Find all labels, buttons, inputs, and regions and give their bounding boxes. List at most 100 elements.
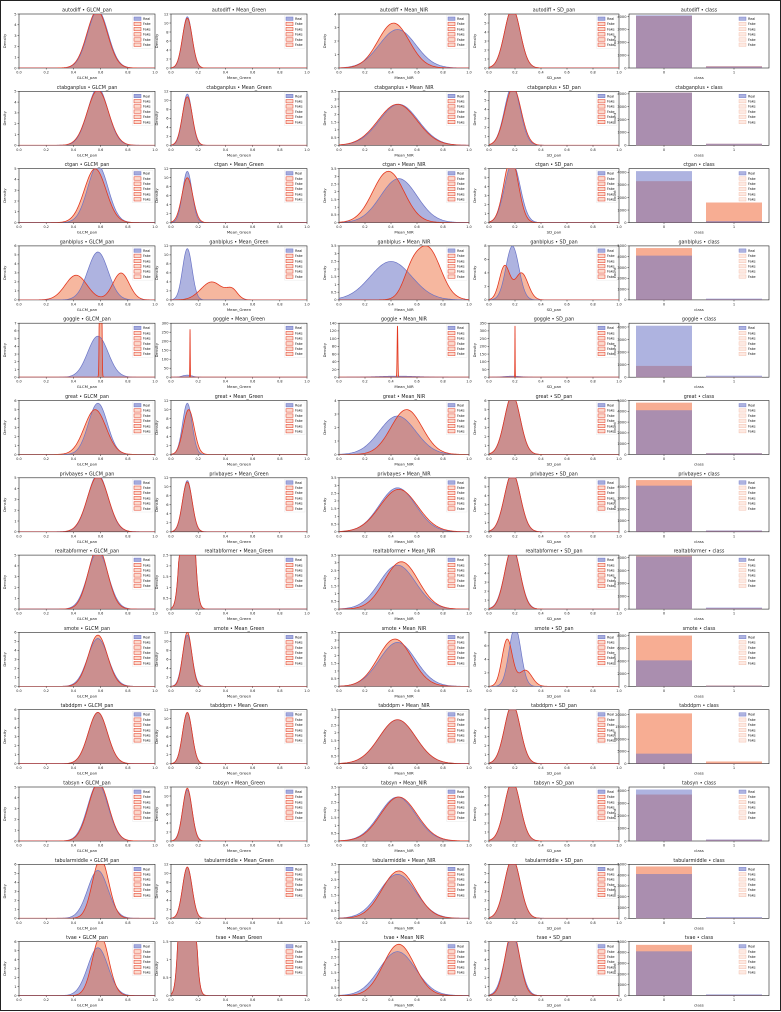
legend-swatch — [598, 259, 605, 262]
legend-label: Fake — [295, 718, 303, 722]
legend-label: Real — [607, 172, 614, 176]
x-tick-label: 0.2 — [195, 457, 200, 461]
legend-label: Real — [748, 790, 755, 794]
x-tick-label: 0.0 — [336, 302, 341, 306]
legend-swatch — [598, 950, 605, 953]
y-tick-label: 4000 — [617, 556, 627, 560]
y-tick-label: 6 — [166, 194, 169, 198]
subplot-privbayes-Mean_NIR: privbayes • Mean_NIRDensity00.511.522.53… — [322, 471, 472, 544]
y-tick-label: 5000 — [617, 399, 627, 403]
x-tick-label: 0.0 — [486, 225, 491, 229]
legend-swatch — [286, 404, 293, 407]
legend-swatch — [448, 569, 455, 572]
legend-label: Fake — [748, 414, 756, 418]
x-tick-label: 1 — [733, 844, 735, 848]
y-tick-label: 2.5 — [331, 955, 337, 959]
y-tick-label: 1000 — [617, 595, 627, 599]
legend-swatch — [739, 404, 746, 407]
y-axis-label: Density — [322, 806, 327, 821]
legend-swatch — [286, 424, 293, 427]
legend-label: Fake — [748, 430, 756, 434]
legend-label: Fake — [457, 960, 465, 964]
legend-swatch — [286, 100, 293, 103]
legend-swatch — [739, 728, 746, 731]
y-tick-label: 0.5 — [331, 832, 337, 836]
y-tick-label: 3 — [484, 194, 486, 198]
y-axis-label: count — [612, 422, 617, 433]
x-tick-label: 1.0 — [616, 998, 621, 1002]
legend-swatch — [598, 883, 605, 886]
y-tick-label: 6 — [166, 117, 169, 121]
x-axis-label: SD_pan — [547, 1003, 562, 1008]
legend-swatch — [134, 326, 141, 329]
x-tick-label: 1.0 — [304, 921, 309, 925]
legend-label: Fake — [457, 491, 465, 495]
y-tick-label: 2000 — [617, 582, 627, 586]
subplot-title: ganblplus • class — [678, 239, 720, 245]
y-tick-label: 2.5 — [331, 260, 337, 264]
bar-real-class-1 — [706, 221, 762, 223]
legend-label: Fake — [607, 491, 615, 495]
y-tick-label: 1 — [484, 908, 486, 912]
x-tick-label: 0.2 — [362, 302, 367, 306]
x-tick-label: 0.8 — [590, 534, 595, 538]
x-tick-label: 0.2 — [512, 71, 517, 75]
x-tick-label: 0.8 — [590, 71, 595, 75]
legend-label: Fake — [143, 971, 151, 975]
legend-swatch — [448, 265, 455, 268]
x-tick-label: 0.0 — [336, 534, 341, 538]
x-tick-label: 0.4 — [388, 689, 393, 693]
legend-label: Real — [748, 17, 755, 21]
x-tick-label: 0.2 — [195, 689, 200, 693]
x-tick-label: 0.0 — [168, 612, 173, 616]
y-axis-label: Density — [154, 420, 159, 435]
legend-swatch — [286, 94, 293, 97]
legend-swatch — [448, 94, 455, 97]
y-tick-label: 3.5 — [331, 863, 337, 867]
legend-swatch — [286, 486, 293, 489]
legend-label: Fake — [748, 331, 756, 335]
legend-swatch — [286, 43, 293, 46]
legend-label: Real — [457, 326, 464, 330]
y-tick-label: 3 — [14, 735, 16, 739]
legend-swatch — [448, 728, 455, 731]
x-tick-label: 0.4 — [223, 302, 228, 306]
legend-swatch — [448, 342, 455, 345]
y-tick-label: 5000 — [617, 863, 627, 867]
legend-swatch — [286, 337, 293, 340]
subplot-title: privbayes • Mean_Green — [209, 471, 268, 477]
x-tick-label: 0.4 — [538, 457, 543, 461]
legend-swatch — [739, 971, 746, 974]
y-tick-label: 1 — [484, 753, 486, 757]
x-tick-label: 0.0 — [168, 689, 173, 693]
y-tick-label: 5 — [14, 872, 16, 876]
legend-swatch — [598, 326, 605, 329]
x-tick-label: 0.0 — [168, 302, 173, 306]
x-tick-label: 0.8 — [440, 148, 445, 152]
legend-label: Fake — [457, 965, 465, 969]
legend-label: Fake — [607, 563, 615, 567]
y-tick-label: 3 — [334, 26, 336, 30]
legend-label: Fake — [748, 502, 756, 506]
y-tick-label: 6 — [484, 476, 487, 480]
legend-swatch — [134, 713, 141, 716]
x-tick-label: 1.0 — [152, 998, 157, 1002]
y-tick-label: 1 — [484, 444, 486, 448]
y-tick-label: 6 — [166, 503, 169, 507]
legend-swatch — [598, 960, 605, 963]
legend-swatch — [598, 424, 605, 427]
x-tick-label: 0.6 — [564, 844, 569, 848]
legend-swatch — [448, 651, 455, 654]
y-axis-label: Density — [154, 342, 159, 357]
legend-label: Fake — [295, 893, 303, 897]
legend-swatch — [448, 331, 455, 334]
y-tick-label: 1.5 — [331, 739, 337, 743]
legend-swatch — [134, 331, 141, 334]
x-axis-label: SD_pan — [547, 462, 562, 467]
subplot-title: realtabformer • Mean_Green — [205, 549, 274, 555]
subplot-realtabformer-Mean_Green: realtabformer • Mean_GreenDensity00.511.… — [154, 549, 310, 622]
legend-swatch — [598, 172, 605, 175]
x-tick-label: 0.0 — [486, 302, 491, 306]
legend-label: Real — [143, 172, 150, 176]
